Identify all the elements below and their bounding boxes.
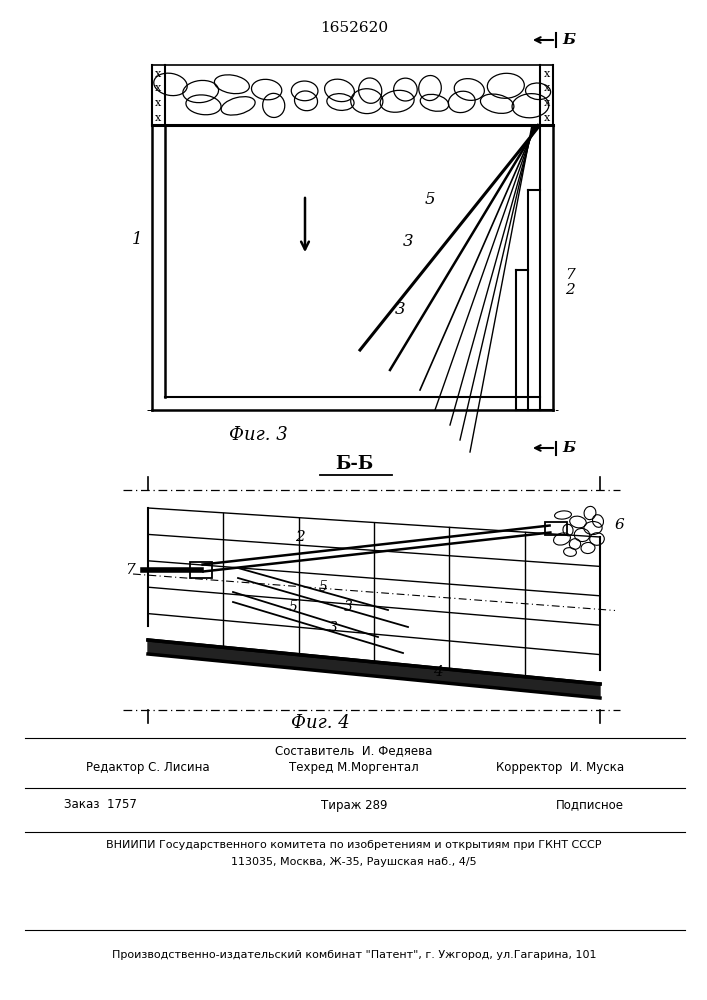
Text: Редактор С. Лисина: Редактор С. Лисина: [86, 762, 210, 774]
Text: Составитель  И. Федяева: Составитель И. Федяева: [275, 744, 433, 758]
Bar: [190, 562, 212, 578]
Text: Б-Б: Б-Б: [335, 455, 373, 473]
Text: x: x: [155, 98, 161, 108]
Text: Тираж 289: Тираж 289: [321, 798, 387, 812]
Text: 1652620: 1652620: [320, 21, 388, 35]
Text: 6: 6: [615, 518, 625, 532]
Text: 1: 1: [132, 232, 142, 248]
Text: 3: 3: [395, 302, 405, 318]
Text: Б: Б: [562, 441, 575, 455]
Text: x: x: [155, 83, 161, 93]
Text: 3: 3: [403, 233, 414, 250]
Text: 113035, Москва, Ж-35, Раушская наб., 4/5: 113035, Москва, Ж-35, Раушская наб., 4/5: [231, 857, 477, 867]
Text: 2: 2: [295, 530, 305, 544]
Text: 7: 7: [565, 268, 575, 282]
Text: x: x: [544, 83, 550, 93]
Text: x: x: [544, 98, 550, 108]
Bar: [545, 522, 567, 535]
Text: x: x: [155, 113, 161, 123]
Text: ВНИИПИ Государственного комитета по изобретениям и открытиям при ГКНТ СССР: ВНИИПИ Государственного комитета по изоб…: [106, 840, 602, 850]
Text: Корректор  И. Муска: Корректор И. Муска: [496, 762, 624, 774]
Text: 7: 7: [125, 563, 135, 577]
Text: Фиг. 4: Фиг. 4: [291, 714, 349, 732]
Text: 3: 3: [329, 621, 337, 635]
Text: Производственно-издательский комбинат "Патент", г. Ужгород, ул.Гагарина, 101: Производственно-издательский комбинат "П…: [112, 950, 596, 960]
Text: 4: 4: [433, 665, 443, 679]
Text: Заказ  1757: Заказ 1757: [64, 798, 136, 812]
Text: x: x: [155, 69, 161, 79]
Text: Техред М.Моргентал: Техред М.Моргентал: [289, 762, 419, 774]
Text: x: x: [544, 69, 550, 79]
Polygon shape: [148, 640, 600, 698]
Text: 5: 5: [425, 192, 436, 209]
Text: 3: 3: [344, 600, 352, 614]
Text: Б: Б: [562, 33, 575, 47]
Text: 2: 2: [565, 283, 575, 297]
Text: 5: 5: [319, 580, 327, 594]
Text: 5: 5: [288, 600, 298, 614]
Text: x: x: [544, 113, 550, 123]
Text: Подписное: Подписное: [556, 798, 624, 812]
Text: Фиг. 3: Фиг. 3: [228, 426, 287, 444]
